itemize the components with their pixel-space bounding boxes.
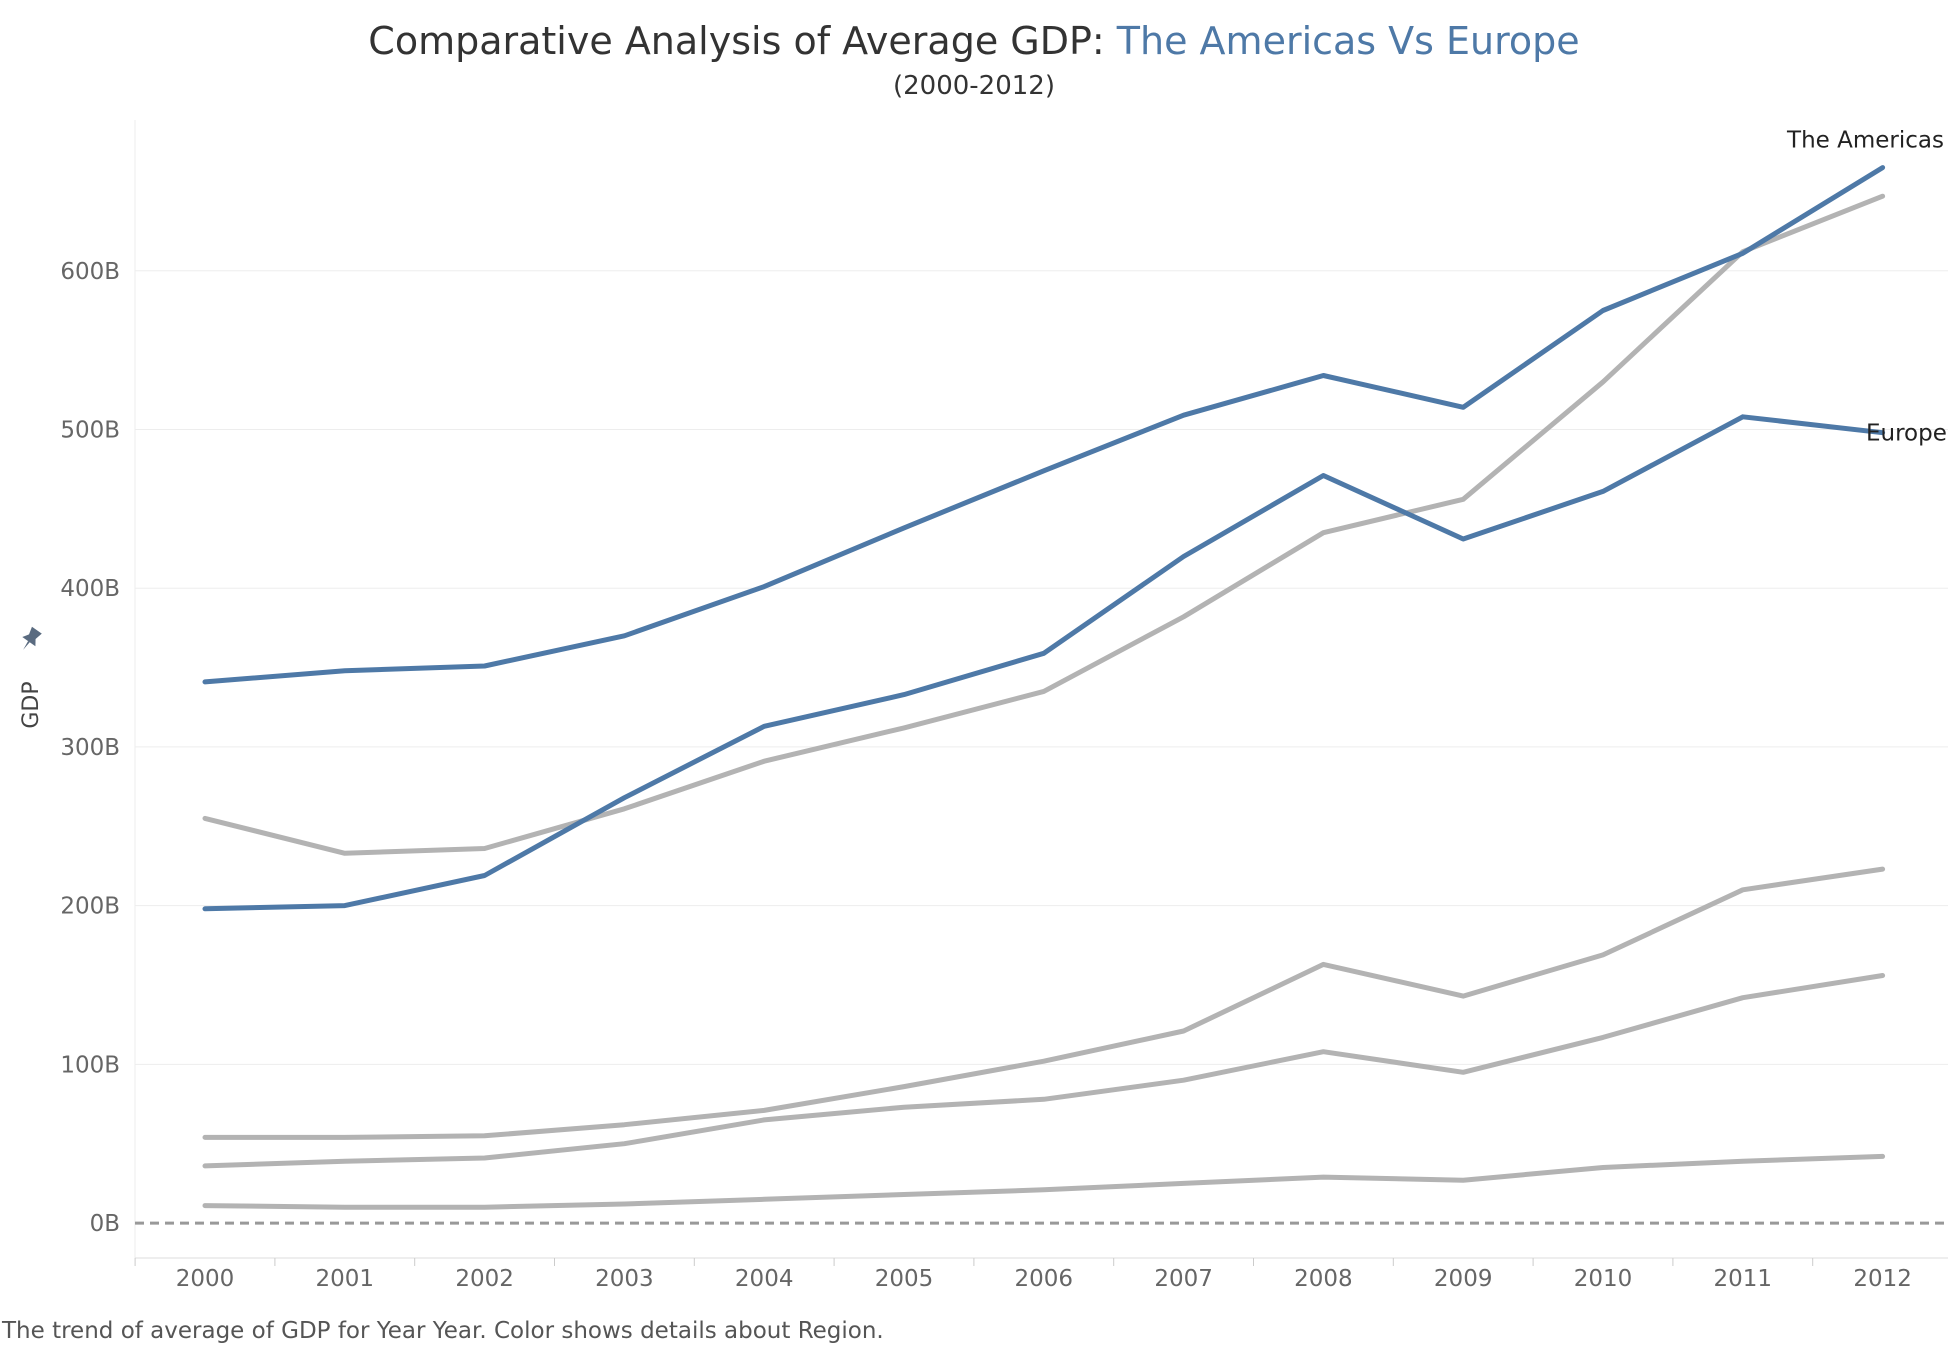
y-axis-ticks: 0B 100B 200B 300B 400B 500B 600B <box>60 259 120 1237</box>
x-tick-label: 2011 <box>1714 1266 1773 1292</box>
x-tick-label: 2009 <box>1434 1266 1493 1292</box>
series-line-other[interactable] <box>202 973 1886 1169</box>
series-label: The Americas <box>1786 128 1944 154</box>
series-lines <box>202 165 1886 1210</box>
x-tick-label: 2012 <box>1853 1266 1912 1292</box>
series-label: Europe <box>1866 421 1947 447</box>
x-tick-label: 2008 <box>1294 1266 1353 1292</box>
series-line-other[interactable] <box>202 1153 1886 1210</box>
x-tick-label: 2000 <box>176 1266 235 1292</box>
x-tick-label: 2001 <box>316 1266 375 1292</box>
pin-icon[interactable] <box>17 626 44 655</box>
x-tick-label: 2003 <box>595 1266 654 1292</box>
x-tick-label: 2006 <box>1015 1266 1074 1292</box>
x-tick-label: 2002 <box>455 1266 514 1292</box>
y-tick-label: 200B <box>60 894 120 920</box>
y-axis-label: GDP <box>19 681 44 728</box>
y-tick-label: 100B <box>60 1052 120 1078</box>
series-labels: The Americas Europe <box>1786 128 1947 447</box>
series-line-the-americas[interactable] <box>202 165 1886 685</box>
y-tick-label: 500B <box>60 417 120 443</box>
y-tick-label: 600B <box>60 259 120 285</box>
series-line-other[interactable] <box>202 193 1886 856</box>
series-line-europe[interactable] <box>202 414 1886 912</box>
y-tick-label: 0B <box>90 1211 120 1237</box>
x-tick-label: 2005 <box>875 1266 934 1292</box>
x-axis: 2000 2001 2002 2003 2004 2005 2006 2007 2008 2009… <box>134 1257 1948 1292</box>
y-tick-label: 400B <box>60 576 120 602</box>
series-line-other[interactable] <box>202 866 1886 1140</box>
x-tick-label: 2010 <box>1574 1266 1633 1292</box>
chart-title: Comparative Analysis of Average GDP: The… <box>368 19 1579 63</box>
chart-caption: The trend of average of GDP for Year Yea… <box>1 1318 884 1344</box>
x-tick-label: 2004 <box>735 1266 794 1292</box>
x-tick-label: 2007 <box>1154 1266 1213 1292</box>
gridlines <box>134 120 1948 1258</box>
y-tick-label: 300B <box>60 735 120 761</box>
chart-subtitle: (2000-2012) <box>893 71 1055 101</box>
